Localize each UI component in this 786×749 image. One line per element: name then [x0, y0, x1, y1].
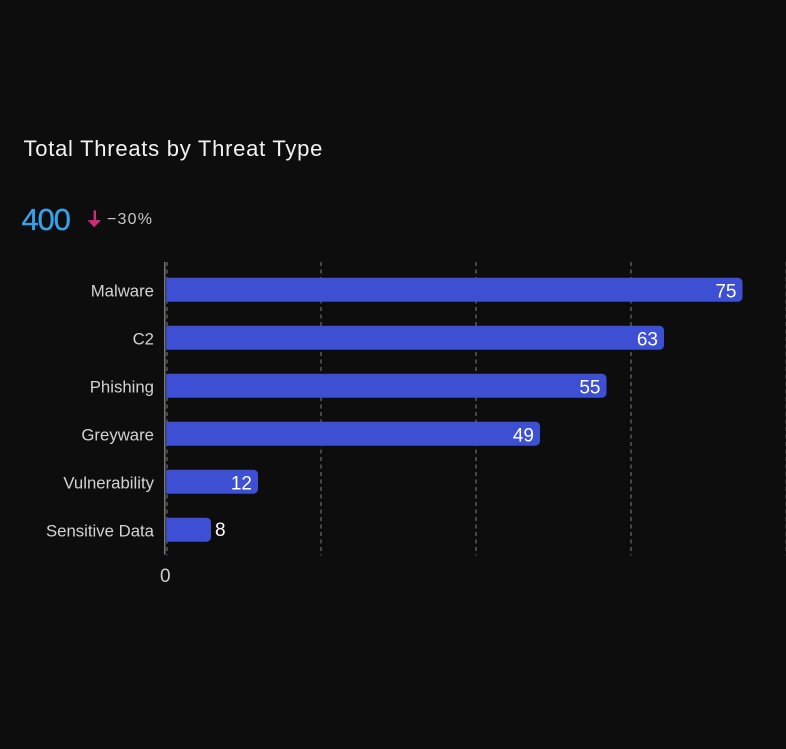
svg-text:C2: C2: [133, 330, 154, 349]
svg-text:75: 75: [715, 282, 736, 303]
svg-text:0: 0: [160, 566, 171, 587]
svg-text:8: 8: [215, 520, 226, 541]
svg-text:Malware: Malware: [91, 282, 154, 301]
svg-text:12: 12: [231, 474, 252, 495]
svg-text:Vulnerability: Vulnerability: [63, 474, 154, 493]
svg-text:55: 55: [579, 378, 600, 399]
svg-text:Greyware: Greyware: [81, 426, 154, 445]
svg-text:49: 49: [513, 426, 534, 447]
svg-text:Sensitive Data: Sensitive Data: [46, 522, 155, 541]
svg-text:Phishing: Phishing: [90, 378, 154, 397]
svg-text:63: 63: [637, 330, 658, 351]
